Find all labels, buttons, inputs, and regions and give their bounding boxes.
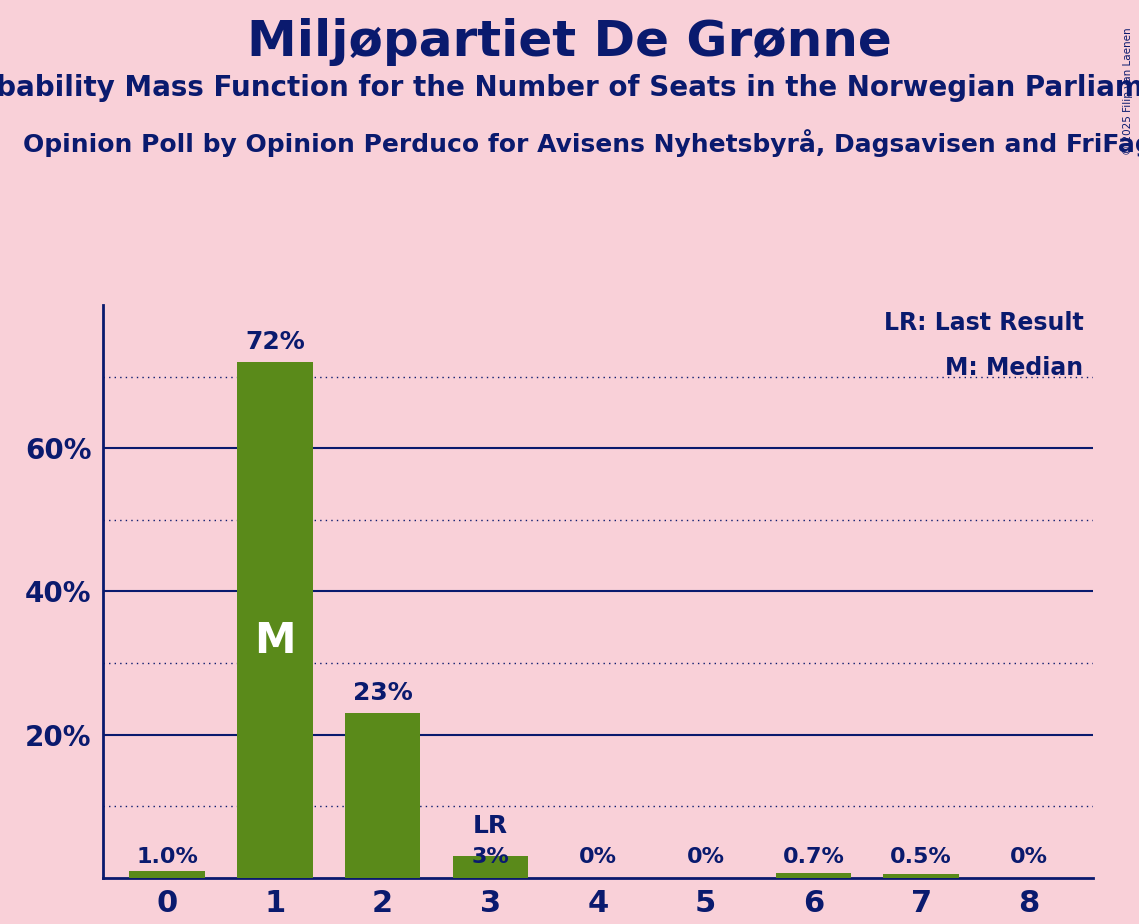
- Text: © 2025 Filip van Laenen: © 2025 Filip van Laenen: [1123, 28, 1133, 155]
- Text: 23%: 23%: [353, 680, 412, 704]
- Bar: [237, 362, 312, 878]
- Text: Miljøpartiet De Grønne: Miljøpartiet De Grønne: [247, 18, 892, 67]
- Text: LR: Last Result: LR: Last Result: [884, 310, 1083, 334]
- Text: 3%: 3%: [472, 847, 509, 867]
- Bar: [776, 873, 851, 878]
- Text: LR: LR: [473, 814, 508, 838]
- Text: 0.5%: 0.5%: [891, 847, 952, 867]
- Text: 0%: 0%: [1010, 847, 1048, 867]
- Bar: [345, 713, 420, 878]
- Bar: [130, 870, 205, 878]
- Text: 72%: 72%: [245, 330, 305, 354]
- Bar: [452, 857, 528, 878]
- Text: 0.7%: 0.7%: [782, 847, 844, 867]
- Text: 1.0%: 1.0%: [137, 847, 198, 867]
- Text: Probability Mass Function for the Number of Seats in the Norwegian Parliament: Probability Mass Function for the Number…: [0, 74, 1139, 102]
- Text: 0%: 0%: [687, 847, 724, 867]
- Text: M: M: [254, 621, 296, 663]
- Text: Opinion Poll by Opinion Perduco for Avisens Nyhetsbyrå, Dagsavisen and FriFagbev: Opinion Poll by Opinion Perduco for Avis…: [23, 129, 1139, 157]
- Text: M: Median: M: Median: [945, 357, 1083, 381]
- Bar: [884, 874, 959, 878]
- Text: 0%: 0%: [579, 847, 617, 867]
